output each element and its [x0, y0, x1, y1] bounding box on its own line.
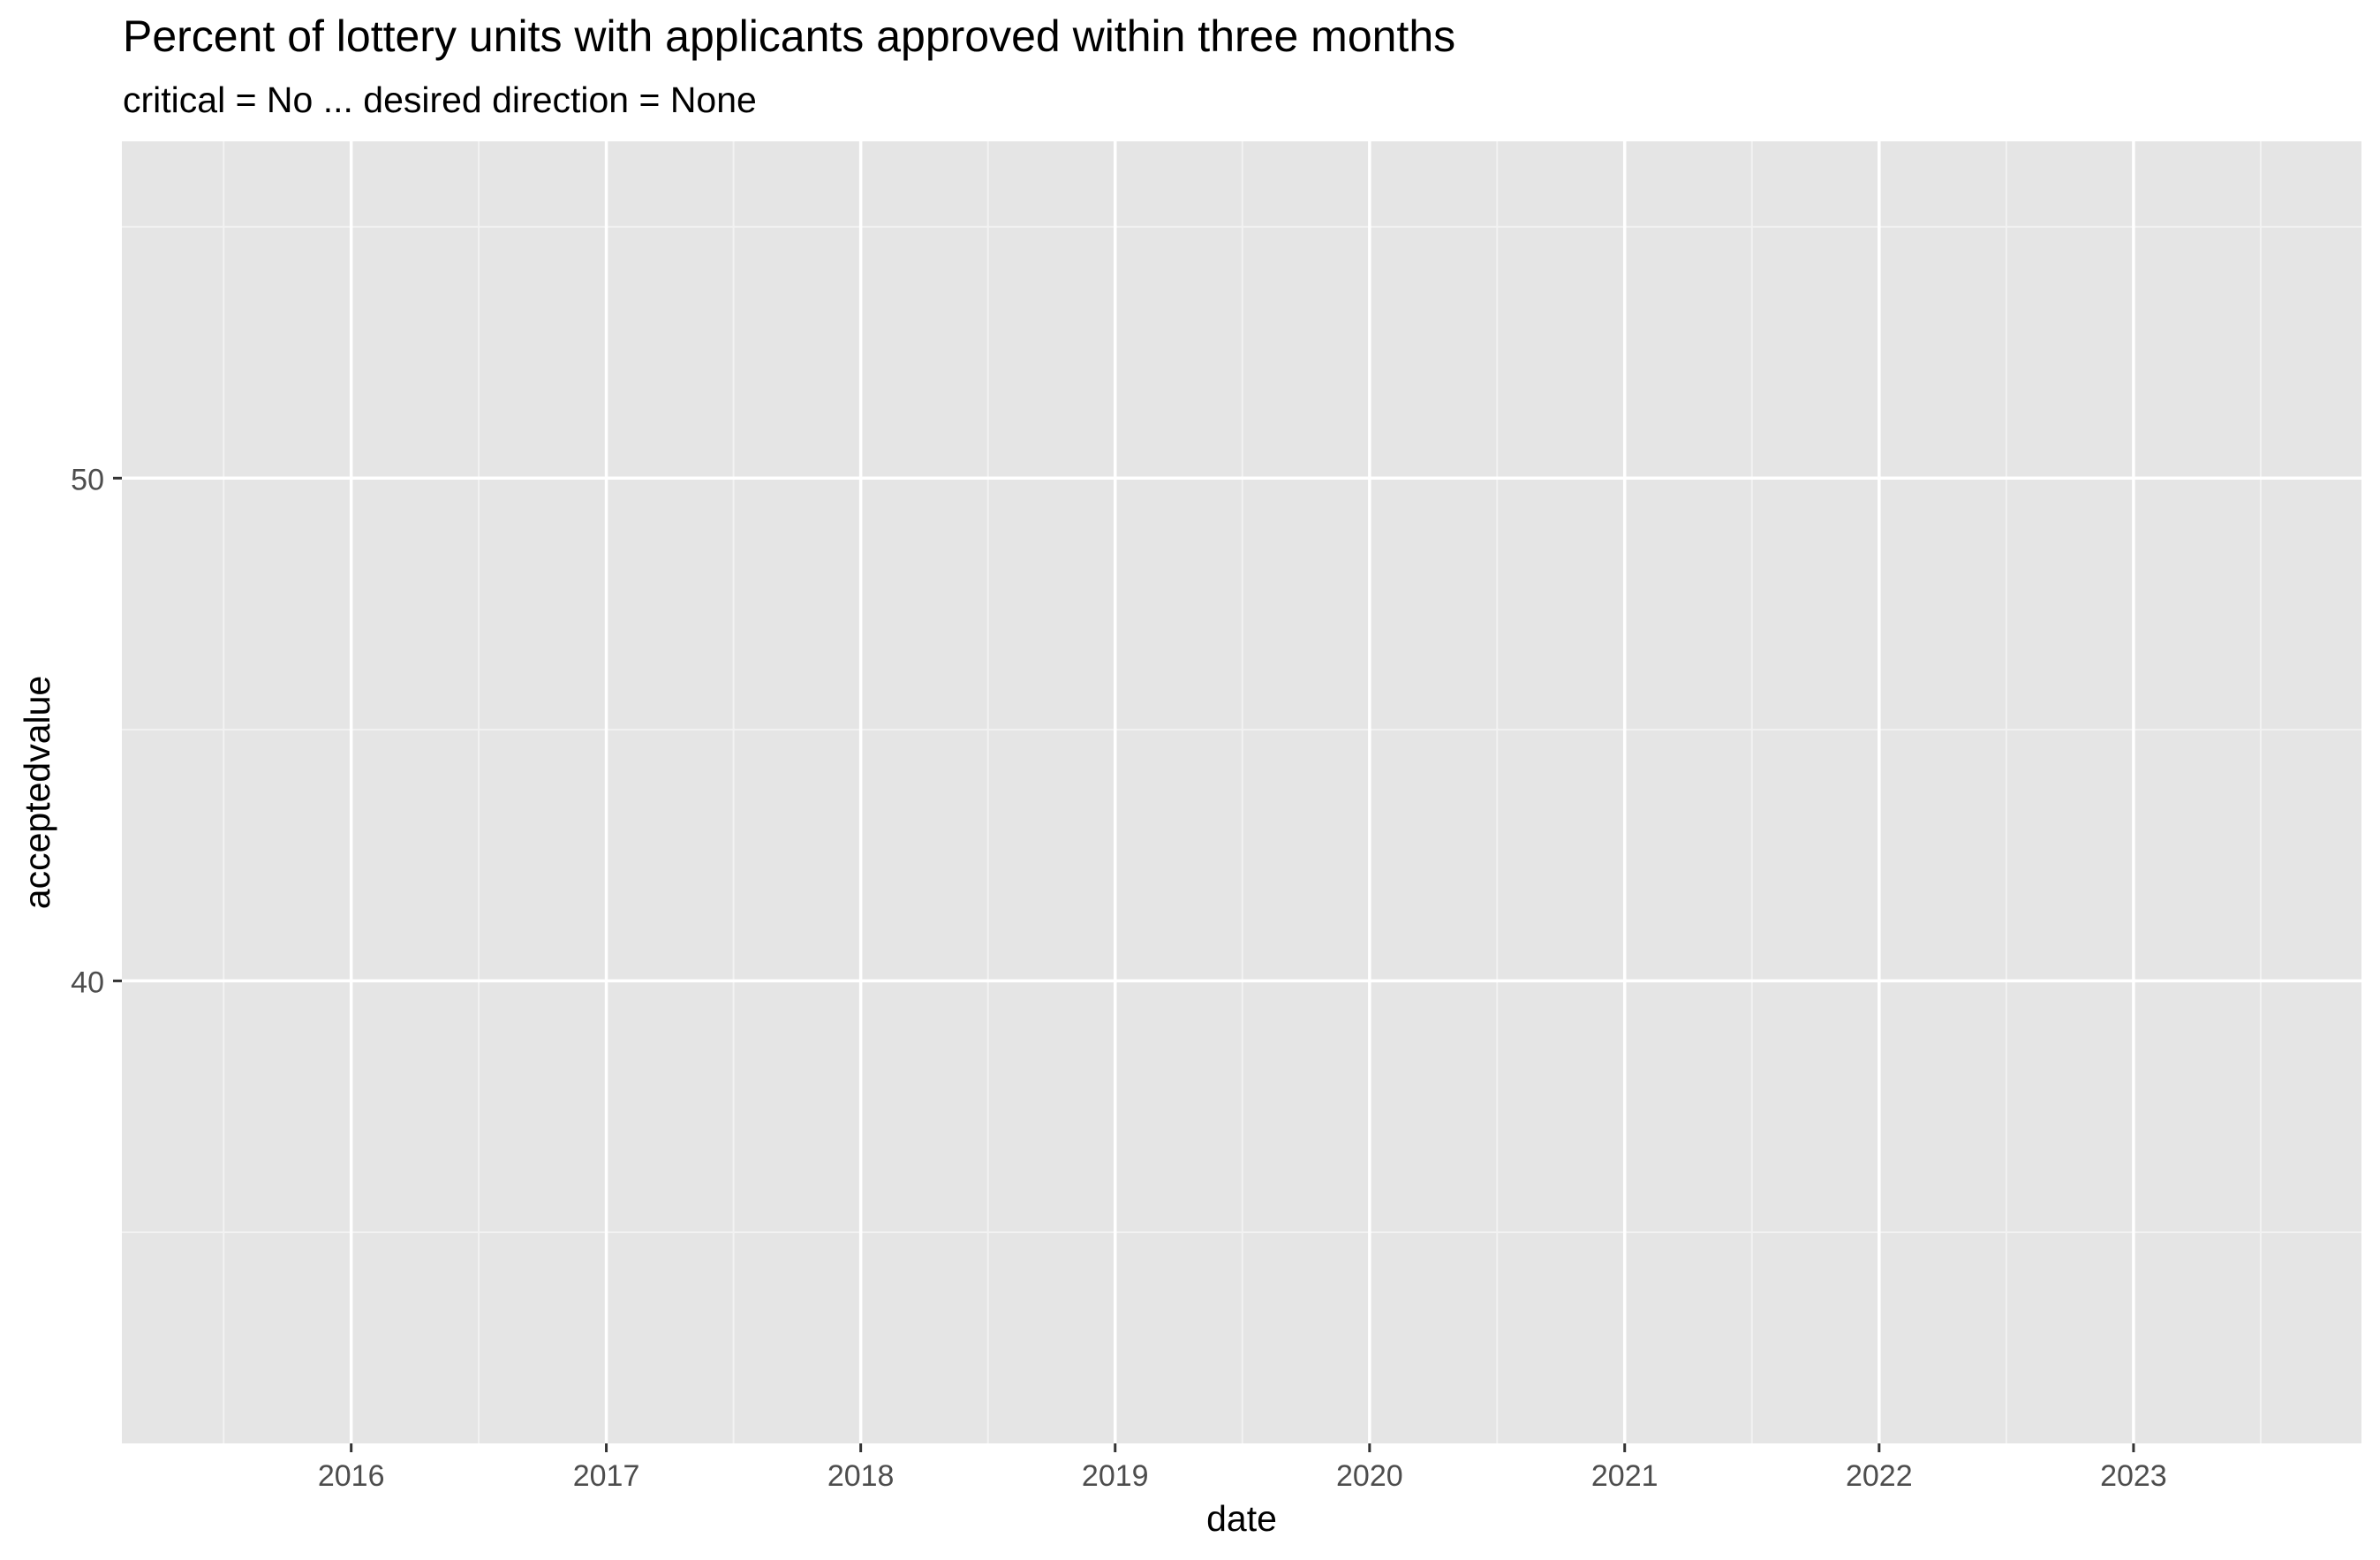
x-tick-label: 2019: [1082, 1459, 1149, 1493]
x-tick-label: 2016: [318, 1459, 385, 1493]
x-tick-label: 2020: [1336, 1459, 1403, 1493]
x-tick-label: 2023: [2100, 1459, 2167, 1493]
chart-title: Percent of lottery units with applicants…: [123, 11, 1455, 61]
y-axis: 40 50: [71, 463, 122, 999]
x-tick-label: 2017: [573, 1459, 640, 1493]
x-axis: 2016 2017 2018 2019 2020 2021 2022 2023: [318, 1443, 2167, 1493]
major-gridlines: [122, 141, 2361, 1443]
y-tick-label: 50: [71, 463, 104, 496]
x-axis-title: date: [1206, 1498, 1277, 1539]
y-tick-label: 40: [71, 966, 104, 999]
x-tick-label: 2021: [1591, 1459, 1658, 1493]
minor-gridlines: [122, 141, 2361, 1443]
chart-subtitle: critical = No ... desired direction = No…: [123, 80, 757, 120]
y-axis-title: acceptedvalue: [17, 676, 57, 909]
x-tick-label: 2022: [1846, 1459, 1913, 1493]
x-tick-label: 2018: [827, 1459, 895, 1493]
